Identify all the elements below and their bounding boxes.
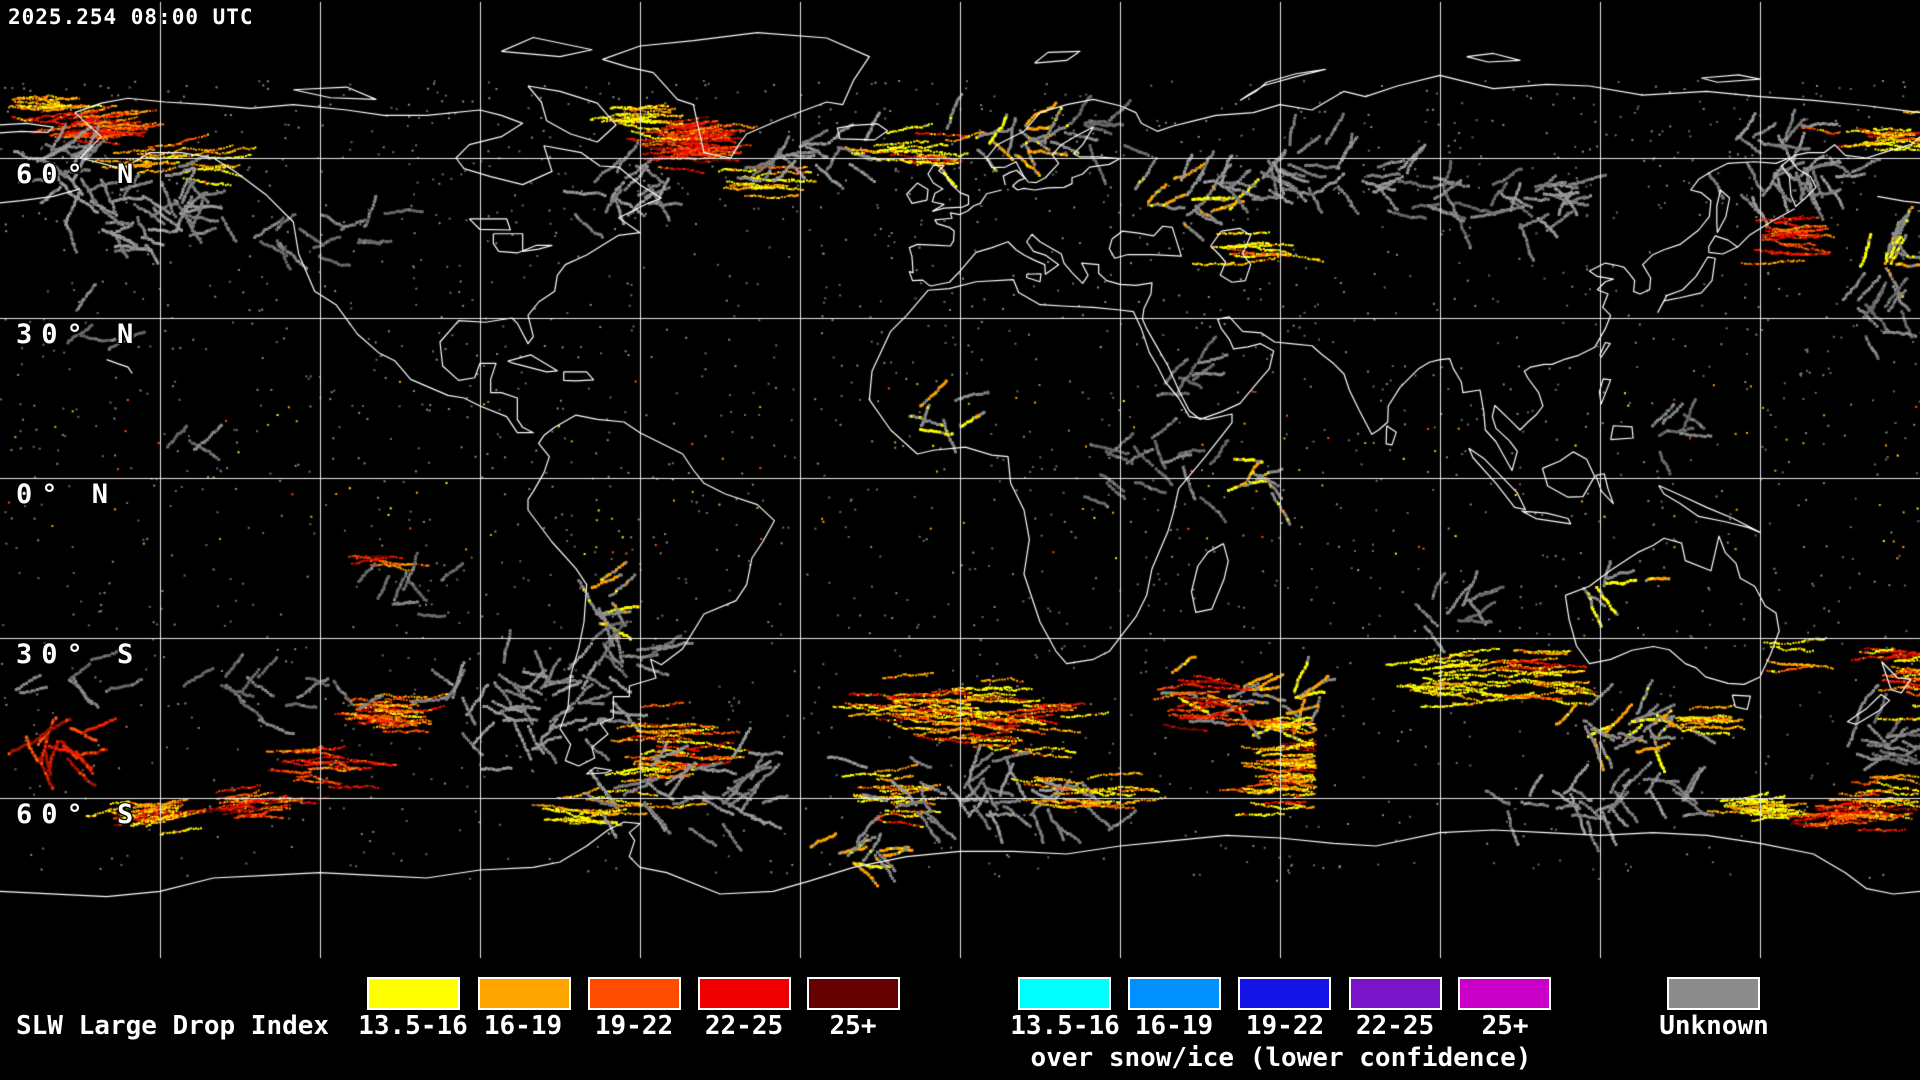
lat-label-30s: 30° S bbox=[16, 639, 143, 670]
legend-label-slw-3: 19-22 bbox=[594, 1011, 674, 1041]
legend-swatch-slw-4 bbox=[698, 977, 791, 1010]
legend-label-slw-2: 16-19 bbox=[483, 1011, 563, 1041]
legend-label-slw-5: 25+ bbox=[829, 1011, 877, 1041]
timestamp: 2025.254 08:00 UTC bbox=[8, 5, 254, 29]
legend-swatch-slw-5 bbox=[807, 977, 900, 1010]
legend-label-slw-1: 13.5-16 bbox=[358, 1011, 468, 1041]
legend-title: SLW Large Drop Index bbox=[16, 1011, 330, 1041]
legend-label-unknown: Unknown bbox=[1659, 1011, 1769, 1041]
lat-label-30n: 30° N bbox=[16, 319, 143, 350]
legend-label-slw-4: 22-25 bbox=[704, 1011, 784, 1041]
legend-swatch-unknown bbox=[1667, 977, 1760, 1010]
legend-swatch-slw-1 bbox=[367, 977, 460, 1010]
legend-snow-caption: over snow/ice (lower confidence) bbox=[1030, 1043, 1532, 1073]
legend-swatch-slw-3 bbox=[588, 977, 681, 1010]
lat-label-60s: 60° S bbox=[16, 799, 143, 830]
legend-label-snow-3: 19-22 bbox=[1245, 1011, 1325, 1041]
legend-label-snow-4: 22-25 bbox=[1355, 1011, 1435, 1041]
legend-swatch-snow-2 bbox=[1128, 977, 1221, 1010]
legend-swatch-snow-4 bbox=[1349, 977, 1442, 1010]
legend-label-snow-2: 16-19 bbox=[1134, 1011, 1214, 1041]
legend-swatch-snow-3 bbox=[1238, 977, 1331, 1010]
legend-swatch-snow-5 bbox=[1458, 977, 1551, 1010]
legend-swatch-snow-1 bbox=[1018, 977, 1111, 1010]
lat-label-0n: 0° N bbox=[16, 479, 118, 510]
legend-label-snow-5: 25+ bbox=[1481, 1011, 1529, 1041]
legend-label-snow-1: 13.5-16 bbox=[1010, 1011, 1120, 1041]
legend-swatch-slw-2 bbox=[478, 977, 571, 1010]
lat-label-60n: 60° N bbox=[16, 159, 143, 190]
